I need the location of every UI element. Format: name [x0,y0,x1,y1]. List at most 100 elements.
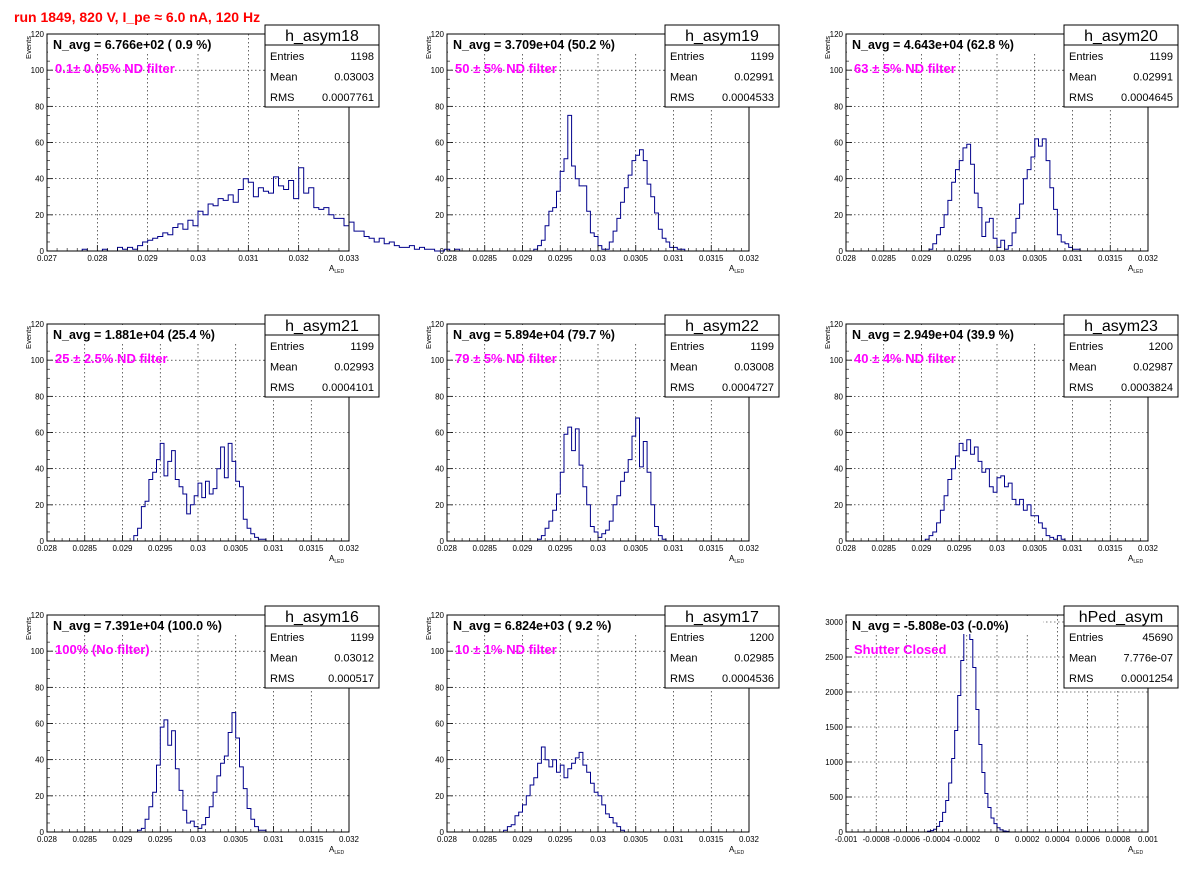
histogram-name: h_asym18 [285,28,359,45]
stats-value: 45690 [1142,632,1173,644]
y-tick-label: 0 [440,247,445,256]
stats-box [664,605,780,689]
x-tick-label: 0.03 [590,544,606,553]
x-tick-label: 0.032 [739,254,760,263]
y-tick-label: 60 [35,429,44,438]
histogram-name: h_asym21 [285,318,359,335]
y-tick-label: 20 [834,501,843,510]
title-bg [448,35,644,53]
y-tick-label: 100 [31,356,45,365]
stats-label: Mean [270,362,298,374]
stats-label: Mean [670,362,698,374]
y-tick-label: 0 [839,247,844,256]
histogram-series [81,167,461,252]
stats-label: Entries [670,51,705,63]
y-tick-label: 0 [40,537,45,546]
stats-box [264,605,380,689]
stats-value: 1199 [350,341,374,353]
y-tick-label: 0 [440,537,445,546]
stats-value: 0.000517 [328,673,374,685]
x-tick-label: 0.028 [836,544,857,553]
histogram-panel-h_asym18: 0.027 0.028 0.029 0.03 0.031 0.032 0.033 0 20 40 6… [24,24,461,275]
x-tick-label: 0.032 [1138,254,1159,263]
x-tick-label: 0.0315 [299,544,324,553]
stats-label: RMS [1069,382,1093,394]
x-tick-label: 0.029 [112,544,133,553]
x-axis-title: ALED [729,554,744,565]
stats-value: 0.0004727 [722,382,774,394]
x-tick-label: 0.03 [989,254,1005,263]
y-axis-title: Events [424,36,433,59]
x-axis-title: ALED [729,845,744,856]
y-tick-label: 20 [435,501,444,510]
stats-value: 1198 [350,51,374,63]
y-tick-label: 500 [830,793,844,802]
stats-box [1063,24,1179,108]
y-tick-label: 20 [35,211,44,220]
panel-title: N_avg = 7.391e+04 (100.0 %) [53,619,222,633]
title-bg [48,35,244,53]
x-tick-label: 0.029 [911,254,932,263]
y-tick-label: 120 [431,611,445,620]
x-tick-label: 0.03 [190,544,206,553]
y-tick-label: 80 [435,392,444,401]
title-bg [48,325,244,343]
stats-label: Mean [1069,653,1097,665]
x-tick-label: 0.0315 [699,254,724,263]
x-tick-label: 0.0285 [872,254,897,263]
stats-value: 0.0004101 [322,382,374,394]
x-tick-label: 0.028 [437,254,458,263]
stats-value: 0.02993 [334,362,374,374]
stats-label: RMS [670,382,694,394]
filter-annotation: 100% (No filter) [55,642,150,657]
y-tick-label: 80 [834,102,843,111]
stats-value: 1200 [1149,341,1173,353]
histogram-series [928,138,1081,251]
x-tick-label: 0.028 [37,835,58,844]
y-tick-label: 1000 [825,758,843,767]
stats-label: Entries [670,341,705,353]
x-tick-label: 0.032 [339,835,360,844]
stats-value: 7.776e-07 [1123,653,1173,665]
x-tick-label: 0.0305 [624,835,649,844]
stats-value: 0.0004533 [722,92,774,104]
x-tick-label: -0.0008 [863,835,891,844]
panel-title: N_avg = 1.881e+04 (25.4 %) [53,328,215,342]
x-tick-label: 0.031 [1062,544,1083,553]
title-bg [847,616,1043,634]
stats-label: RMS [270,92,294,104]
stats-label: Mean [670,653,698,665]
stats-label: RMS [1069,673,1093,685]
x-tick-label: 0.029 [512,544,533,553]
y-tick-label: 40 [35,175,44,184]
x-axis-title: ALED [1128,554,1143,565]
y-tick-label: 1500 [825,723,843,732]
x-tick-label: 0.028 [37,544,58,553]
y-tick-label: 80 [35,102,44,111]
y-tick-label: 0 [839,828,844,837]
x-tick-label: -0.0006 [893,835,921,844]
y-tick-label: 40 [435,175,444,184]
histogram-panel-h_asym17: 0.028 0.0285 0.029 0.0295 0.03 0.0305 0.031 0.0… [424,605,780,856]
x-tick-label: 0.029 [911,544,932,553]
y-tick-label: 60 [834,429,843,438]
stats-label: Entries [670,632,705,644]
x-tick-label: 0.03 [190,254,206,263]
panel-title: N_avg = -5.808e-03 (-0.0%) [852,619,1009,633]
stats-box [664,314,780,398]
y-tick-label: 60 [435,720,444,729]
x-tick-label: 0.0315 [699,835,724,844]
stats-box [1063,605,1179,689]
title-bg [847,35,1043,53]
filter-annotation: 63 ± 5% ND filter [854,61,956,76]
x-tick-label: 0.028 [836,254,857,263]
x-tick-label: 0.0305 [1023,254,1048,263]
stats-value: 0.0004536 [722,673,774,685]
x-tick-label: 0.03 [590,835,606,844]
y-tick-label: 40 [435,465,444,474]
stats-box [264,24,380,108]
x-tick-label: 0.031 [1062,254,1083,263]
run-header: run 1849, 820 V, I_pe ≈ 6.0 nA, 120 Hz [14,9,261,25]
filter-annotation: 79 ± 5% ND filter [455,351,557,366]
y-tick-label: 120 [31,611,45,620]
